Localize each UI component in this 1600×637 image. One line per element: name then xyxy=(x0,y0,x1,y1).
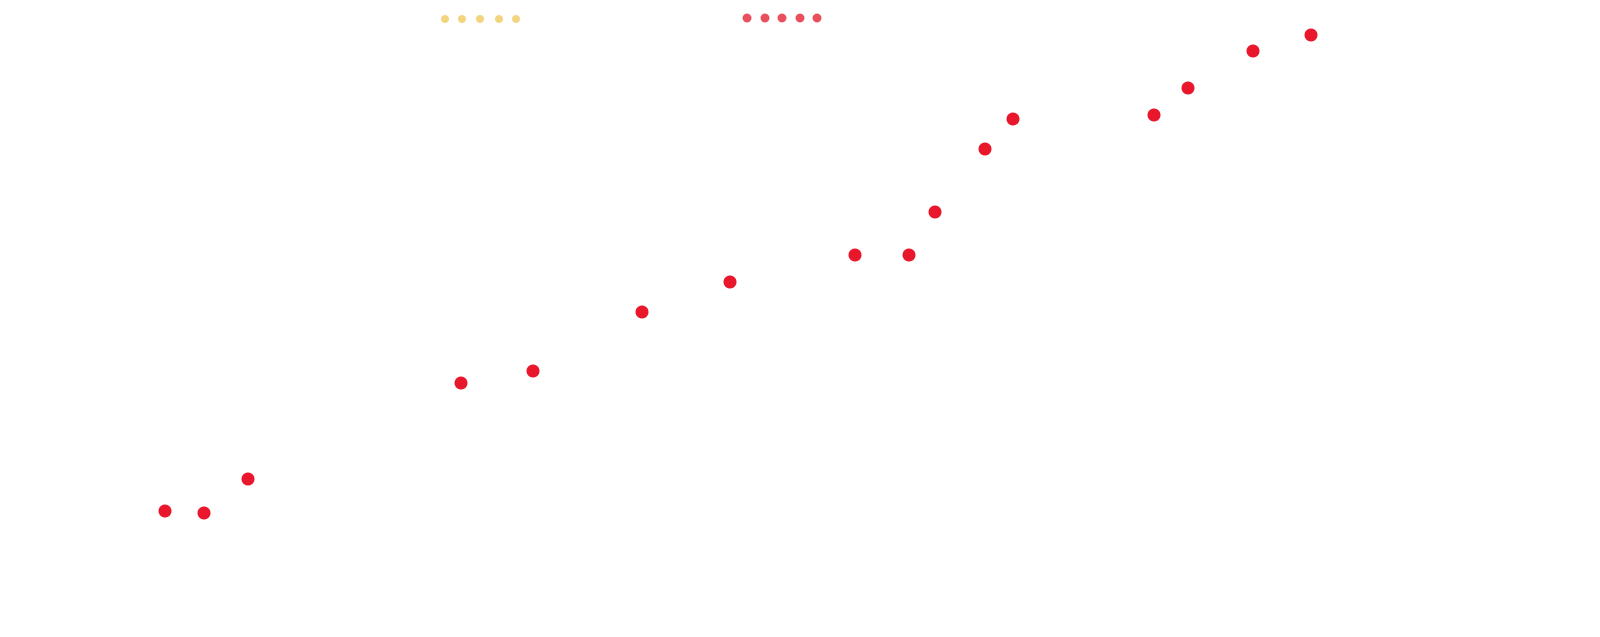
point xyxy=(723,275,737,289)
legend-dot xyxy=(777,13,787,23)
point xyxy=(635,305,649,319)
legend-dot xyxy=(760,13,770,23)
point xyxy=(526,364,540,378)
point xyxy=(848,248,862,262)
legend-dot xyxy=(512,15,520,23)
scatter-points xyxy=(158,28,1318,520)
legend-dot xyxy=(795,13,805,23)
point xyxy=(902,248,916,262)
point xyxy=(978,142,992,156)
point xyxy=(1304,28,1318,42)
point xyxy=(1181,81,1195,95)
point xyxy=(158,504,172,518)
legend-dot xyxy=(742,13,752,23)
legend-dots-red xyxy=(742,13,822,23)
point xyxy=(241,472,255,486)
legend-dot xyxy=(476,15,484,23)
legend-dot xyxy=(495,15,503,23)
point xyxy=(928,205,942,219)
legend-dot xyxy=(458,15,466,23)
point xyxy=(1147,108,1161,122)
legend-dot xyxy=(441,15,449,23)
point xyxy=(1246,44,1260,58)
point xyxy=(197,506,211,520)
point xyxy=(454,376,468,390)
legend-dots-yellow xyxy=(441,15,520,23)
legend-dot xyxy=(812,13,822,23)
point xyxy=(1006,112,1020,126)
